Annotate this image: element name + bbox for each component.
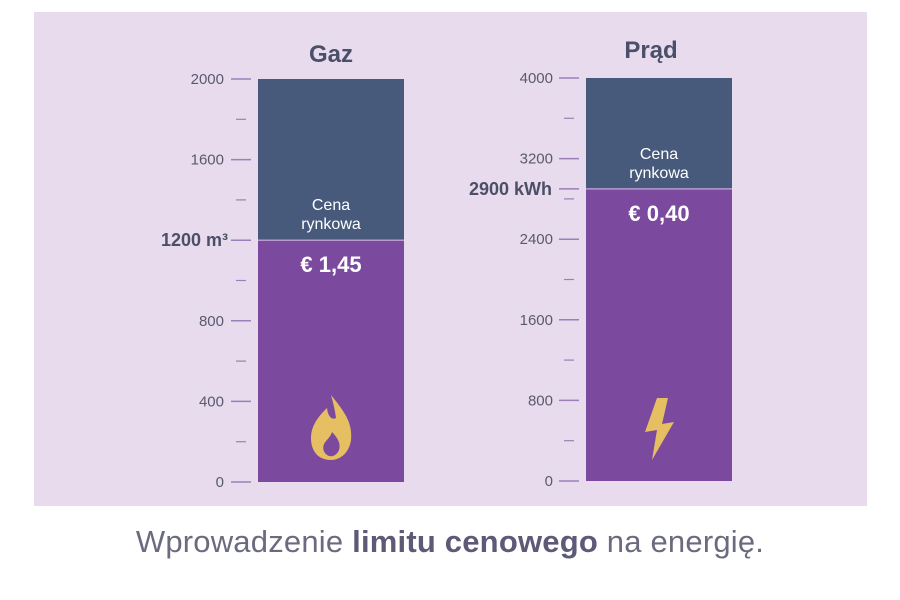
tick-label-1-5: 4000 <box>520 70 553 87</box>
capped-price-label-1: € 0,40 <box>628 201 689 226</box>
market-price-label-1-1: rynkowa <box>629 165 689 182</box>
capped-price-label-0: € 1,45 <box>300 252 361 277</box>
tick-label-1-2: 1600 <box>520 312 553 329</box>
tick-label-1-0: 0 <box>545 473 553 490</box>
caption: Wprowadzenie limitu cenowego na energię. <box>0 524 900 560</box>
market-price-label-0-0: Cena <box>312 197 350 214</box>
tick-label-1-3: 2400 <box>520 231 553 248</box>
tick-label-1-4: 3200 <box>520 151 553 168</box>
tick-label-0-0: 0 <box>216 474 224 491</box>
caption-bold: limitu cenowego <box>352 524 598 559</box>
tick-label-1-1: 800 <box>528 392 553 409</box>
flame-icon <box>311 395 352 460</box>
chart-title-1: Prąd <box>624 37 677 64</box>
tick-label-0-3: 1600 <box>191 152 224 169</box>
lightning-icon <box>645 398 674 460</box>
caption-after: na energię. <box>597 524 765 559</box>
tick-label-0-2: 800 <box>199 313 224 330</box>
cap-label-0: 1200 m³ <box>161 230 228 250</box>
bar-market-segment-0 <box>258 79 404 241</box>
cap-label-1: 2900 kWh <box>469 179 552 199</box>
bar-market-segment-1 <box>586 78 732 189</box>
market-price-label-0-1: rynkowa <box>301 216 361 233</box>
caption-before: Wprowadzenie <box>135 524 353 559</box>
tick-label-0-4: 2000 <box>191 71 224 88</box>
tick-label-0-1: 400 <box>199 393 224 410</box>
chart-title-0: Gaz <box>309 41 353 68</box>
market-price-label-1-0: Cena <box>640 146 678 163</box>
